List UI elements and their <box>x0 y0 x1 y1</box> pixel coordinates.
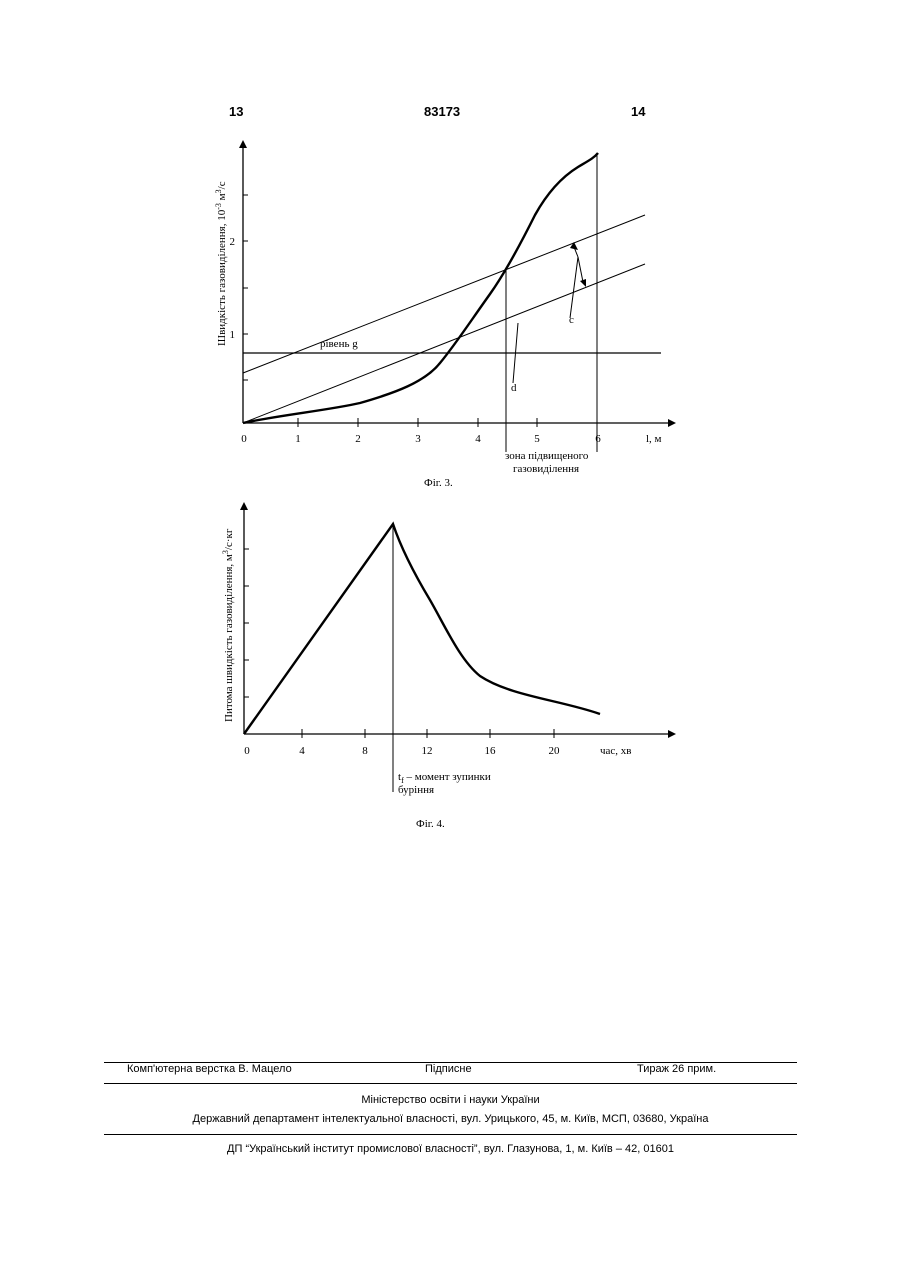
fig4-x-arrow-icon <box>668 730 676 738</box>
fig4-caption: Фіг. 4. <box>416 818 445 830</box>
fig3-x-tick-label: 3 <box>415 433 421 445</box>
fig4-gas-rate-curve <box>244 524 600 734</box>
fig4-y-axis-label: Питома швидкість газовиділення, м3/с·кг <box>221 528 235 722</box>
footer-institute: ДП “Український інститут промислової вла… <box>0 1143 901 1155</box>
fig3-label-d: d <box>511 382 517 394</box>
fig3-caption: Фіг. 3. <box>424 477 453 489</box>
fig3-y-arrow-icon <box>239 140 247 148</box>
footer-rule-middle <box>104 1083 797 1084</box>
figure-4: 0 4 8 12 16 20 час, хв Питома швидкість … <box>221 502 676 830</box>
footer-typesetter: Комп'ютерна верстка В. Мацело <box>127 1063 292 1075</box>
fig3-gas-rate-curve <box>243 153 598 423</box>
fig4-x-tick-label: 20 <box>549 745 561 757</box>
fig3-zone-label-line1: зона підвищеного <box>505 450 589 462</box>
fig3-x-tick-label: 1 <box>295 433 301 445</box>
fig3-y-tick-label: 1 <box>230 329 236 341</box>
fig4-x-axis-label: час, хв <box>600 745 632 757</box>
fig4-x-tick-label: 4 <box>299 745 305 757</box>
fig3-y-ticks <box>243 195 248 380</box>
fig3-c-arrow-down <box>578 257 583 282</box>
fig3-c-arrowhead-up-icon <box>570 242 578 250</box>
fig3-x-arrow-icon <box>668 419 676 427</box>
fig4-tf-label-line2: буріння <box>398 784 434 796</box>
fig4-tf-label: tf – момент зупинки <box>398 771 491 785</box>
fig3-x-tick-label: 5 <box>534 433 540 445</box>
fig3-upper-line <box>243 215 645 373</box>
fig3-c-arrowhead-down-icon <box>580 279 586 287</box>
fig3-x-axis-label: l, м <box>646 433 662 445</box>
fig4-x-tick-label: 12 <box>422 745 433 757</box>
fig3-zone-label-line2: газовиділення <box>513 463 579 475</box>
fig3-x-tick-label: 0 <box>241 433 247 445</box>
fig3-label-c: с <box>569 314 574 326</box>
fig4-x-tick-label: 16 <box>485 745 497 757</box>
footer-rule-bottom <box>104 1134 797 1135</box>
footer-signed: Підписне <box>425 1063 472 1075</box>
fig4-y-arrow-icon <box>240 502 248 510</box>
fig4-y-ticks <box>244 549 249 697</box>
fig3-y-axis-label: Швидкість газовиділення, 10-3 м3/с <box>214 181 228 346</box>
fig3-x-tick-label: 4 <box>475 433 481 445</box>
fig3-y-tick-label: 2 <box>230 236 236 248</box>
footer-circulation: Тираж 26 прим. <box>637 1063 716 1075</box>
fig3-c-leader <box>570 257 578 318</box>
fig3-x-tick-label: 6 <box>595 433 601 445</box>
footer-department: Державний департамент інтелектуальної вл… <box>0 1113 901 1125</box>
fig4-x-tick-label: 0 <box>244 745 250 757</box>
fig3-x-tick-label: 2 <box>355 433 361 445</box>
fig3-level-g-label: рівень g <box>320 338 358 350</box>
footer-ministry: Міністерство освіти і науки України <box>0 1094 901 1106</box>
fig3-lower-line <box>243 264 645 423</box>
fig4-x-tick-label: 8 <box>362 745 368 757</box>
